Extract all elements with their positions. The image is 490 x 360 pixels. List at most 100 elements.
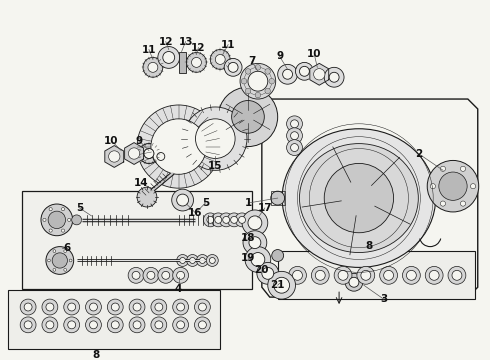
Circle shape <box>227 213 241 227</box>
Circle shape <box>177 303 185 311</box>
Circle shape <box>195 299 210 315</box>
Circle shape <box>402 266 420 284</box>
Circle shape <box>334 266 352 284</box>
Circle shape <box>291 132 298 140</box>
Circle shape <box>184 107 247 170</box>
Circle shape <box>248 71 268 91</box>
Text: 20: 20 <box>255 265 269 275</box>
Circle shape <box>46 303 54 311</box>
Circle shape <box>262 267 274 279</box>
Circle shape <box>448 266 466 284</box>
Circle shape <box>248 216 262 230</box>
Circle shape <box>274 277 290 293</box>
Circle shape <box>143 58 163 77</box>
Text: 12: 12 <box>191 42 206 53</box>
Circle shape <box>314 69 325 80</box>
Circle shape <box>192 58 201 67</box>
Circle shape <box>109 151 120 162</box>
Circle shape <box>293 270 302 280</box>
Circle shape <box>268 271 295 299</box>
Circle shape <box>249 237 261 249</box>
Circle shape <box>245 69 251 74</box>
Circle shape <box>470 184 476 189</box>
Circle shape <box>223 216 230 223</box>
Circle shape <box>289 266 306 284</box>
Circle shape <box>144 149 154 158</box>
Circle shape <box>64 299 79 315</box>
Ellipse shape <box>299 144 418 253</box>
Text: 10: 10 <box>104 136 119 146</box>
Circle shape <box>180 257 186 264</box>
Circle shape <box>143 267 159 283</box>
Circle shape <box>46 321 54 329</box>
Circle shape <box>224 58 242 76</box>
Circle shape <box>139 144 159 163</box>
Circle shape <box>20 299 36 315</box>
Text: 6: 6 <box>63 243 71 253</box>
Circle shape <box>255 92 261 98</box>
Circle shape <box>111 303 119 311</box>
Text: 4: 4 <box>175 284 182 294</box>
Circle shape <box>48 259 50 262</box>
Circle shape <box>195 317 210 333</box>
Text: 9: 9 <box>276 51 283 62</box>
Circle shape <box>245 247 271 273</box>
Text: 14: 14 <box>134 178 148 188</box>
Circle shape <box>255 64 261 70</box>
Circle shape <box>153 149 169 165</box>
Circle shape <box>203 213 217 227</box>
Text: 10: 10 <box>307 49 321 59</box>
Circle shape <box>287 128 302 144</box>
Circle shape <box>452 270 462 280</box>
Circle shape <box>461 201 465 206</box>
Circle shape <box>128 267 144 283</box>
Circle shape <box>218 87 278 147</box>
Circle shape <box>299 66 309 76</box>
Circle shape <box>144 149 154 158</box>
Circle shape <box>349 277 359 287</box>
Circle shape <box>187 255 198 266</box>
Circle shape <box>190 257 196 264</box>
Circle shape <box>384 270 393 280</box>
Circle shape <box>287 116 302 132</box>
Circle shape <box>265 88 270 94</box>
Circle shape <box>155 303 163 311</box>
Text: 15: 15 <box>208 161 222 171</box>
Circle shape <box>24 303 32 311</box>
Circle shape <box>235 213 249 227</box>
Circle shape <box>139 144 159 163</box>
Circle shape <box>357 266 375 284</box>
Circle shape <box>265 69 270 74</box>
Bar <box>179 51 186 73</box>
Circle shape <box>151 299 167 315</box>
Circle shape <box>52 253 68 268</box>
Polygon shape <box>105 145 123 167</box>
Circle shape <box>64 317 79 333</box>
Circle shape <box>158 46 180 68</box>
Circle shape <box>111 321 119 329</box>
Circle shape <box>196 119 235 158</box>
Text: 7: 7 <box>248 57 256 66</box>
Text: 16: 16 <box>188 208 203 218</box>
Text: 21: 21 <box>270 280 285 290</box>
Circle shape <box>172 299 189 315</box>
Circle shape <box>361 270 371 280</box>
Circle shape <box>425 266 443 284</box>
Circle shape <box>61 208 65 211</box>
Text: 11: 11 <box>221 40 235 50</box>
Circle shape <box>86 299 101 315</box>
Circle shape <box>64 269 67 271</box>
Circle shape <box>129 299 145 315</box>
Circle shape <box>86 317 101 333</box>
Circle shape <box>177 255 189 266</box>
FancyBboxPatch shape <box>278 251 475 299</box>
Text: 2: 2 <box>415 149 422 158</box>
Circle shape <box>324 163 393 233</box>
Circle shape <box>64 250 67 252</box>
Circle shape <box>187 53 206 72</box>
Circle shape <box>41 204 73 236</box>
Circle shape <box>245 88 251 94</box>
Text: 3: 3 <box>380 294 387 304</box>
Circle shape <box>219 213 233 227</box>
Circle shape <box>240 63 276 99</box>
